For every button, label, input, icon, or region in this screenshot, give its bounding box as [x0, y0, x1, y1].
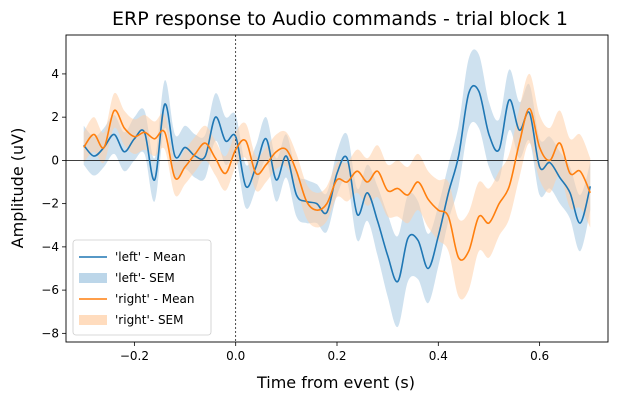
x-tick-label: 0.6 [530, 349, 549, 363]
y-tick-label: 0 [51, 153, 59, 167]
legend-label-right-sem: 'right'- SEM [115, 313, 184, 327]
y-tick-label: 2 [51, 110, 59, 124]
y-tick-label: −2 [41, 197, 59, 211]
x-tick-label: 0.0 [226, 349, 245, 363]
y-tick-label: −4 [41, 240, 59, 254]
y-tick-label: −8 [41, 326, 59, 340]
chart-title: ERP response to Audio commands - trial b… [112, 8, 568, 30]
mean-line-right [83, 107, 592, 261]
y-tick-label: 4 [51, 67, 59, 81]
x-tick-label: 0.2 [327, 349, 346, 363]
x-axis-label: Time from event (s) [256, 373, 415, 392]
legend-box [72, 239, 212, 336]
plot-area [66, 35, 608, 342]
legend-swatch-right-sem [79, 315, 107, 325]
mean-line-left [83, 84, 592, 283]
x-tick-label: −0.2 [120, 349, 149, 363]
legend-label-left-mean: 'left' - Mean [115, 250, 186, 264]
x-tick-label: 0.4 [429, 349, 448, 363]
sem-band-right [83, 73, 591, 300]
y-axis-label: Amplitude (uV) [8, 128, 27, 249]
y-tick-label: −6 [41, 283, 59, 297]
legend-swatch-left-sem [79, 273, 107, 283]
legend-label-left-sem: 'left'- SEM [115, 271, 175, 285]
legend-label-right-mean: 'right' - Mean [115, 292, 194, 306]
axis-ticks: −0.2 0.0 0.2 0.4 0.6 −8 −6 −4 −2 0 2 4 [41, 67, 549, 363]
legend: 'left' - Mean 'left'- SEM 'right' - Mean 'r… [72, 239, 212, 336]
